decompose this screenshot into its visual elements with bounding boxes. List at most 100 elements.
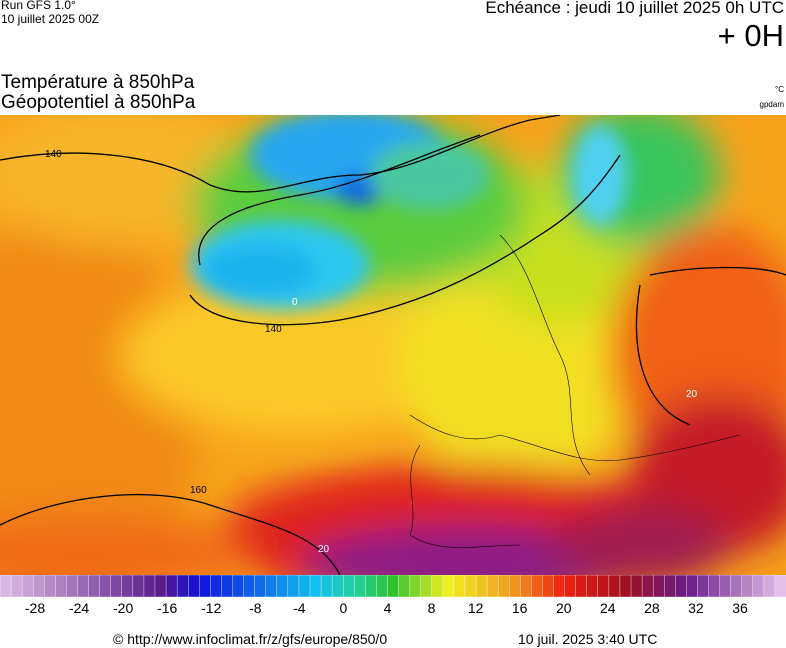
- color-swatch: [88, 575, 101, 598]
- color-swatch: [309, 575, 322, 598]
- color-swatch: [497, 575, 510, 598]
- color-swatch: [376, 575, 389, 598]
- color-swatch: [708, 575, 721, 598]
- color-swatch: [564, 575, 577, 598]
- geopotential-title: Géopotentiel à 850hPa: [1, 92, 196, 113]
- color-swatch: [154, 575, 167, 598]
- scale-label: 12: [468, 600, 484, 615]
- color-swatch: [221, 575, 234, 598]
- color-swatch: [752, 575, 765, 598]
- temperature-field: [0, 115, 786, 575]
- color-swatch: [409, 575, 422, 598]
- color-swatch: [420, 575, 433, 598]
- contour-label: 20: [686, 389, 698, 400]
- scale-label: -8: [249, 600, 262, 615]
- color-swatch: [431, 575, 444, 598]
- color-swatch: [664, 575, 676, 598]
- color-swatch: [464, 575, 477, 598]
- color-swatch: [486, 575, 499, 598]
- color-swatch: [121, 575, 134, 598]
- color-swatch: [553, 575, 566, 598]
- color-swatch: [77, 575, 90, 598]
- scale-label: -28: [25, 600, 45, 615]
- scale-label: 16: [512, 600, 528, 615]
- color-swatch: [132, 575, 145, 598]
- weather-map: 140 140 160 20 20 0: [0, 115, 786, 575]
- color-swatch: [287, 575, 300, 598]
- color-swatch: [10, 575, 23, 598]
- color-swatch: [265, 575, 278, 598]
- scale-label: 0: [340, 600, 348, 615]
- color-swatch: [354, 575, 367, 598]
- color-swatch: [243, 575, 256, 598]
- scale-label: 8: [428, 600, 436, 615]
- scale-label: -4: [293, 600, 306, 615]
- color-swatch: [110, 575, 123, 598]
- color-swatch: [619, 575, 632, 598]
- color-swatch: [99, 575, 112, 598]
- color-swatch: [398, 575, 411, 598]
- color-swatch: [342, 575, 355, 598]
- color-swatch: [608, 575, 621, 598]
- color-swatch: [520, 575, 533, 598]
- color-swatch: [0, 575, 12, 598]
- run-date: 10 juillet 2025 00Z: [1, 12, 100, 26]
- color-swatch: [763, 575, 776, 598]
- color-swatch: [641, 575, 654, 598]
- temperature-title: Température à 850hPa: [1, 72, 195, 93]
- color-swatch: [597, 575, 610, 598]
- color-swatch: [387, 575, 400, 598]
- color-swatch: [365, 575, 378, 598]
- color-swatch: [730, 575, 743, 598]
- color-swatch: [509, 575, 522, 598]
- temperature-unit: °C: [775, 85, 784, 94]
- forecast-offset: + 0H: [717, 18, 784, 53]
- color-swatch: [453, 575, 466, 598]
- color-swatch: [298, 575, 311, 598]
- color-swatch: [276, 575, 289, 598]
- contour-label: 140: [45, 149, 62, 160]
- color-swatch: [210, 575, 223, 598]
- color-swatch: [719, 575, 732, 598]
- forecast-time: Echéance : jeudi 10 juillet 2025 0h UTC: [485, 0, 784, 17]
- color-swatch: [741, 575, 754, 598]
- color-swatch: [442, 575, 455, 598]
- contour-label: 160: [190, 485, 207, 496]
- color-swatch: [55, 575, 68, 598]
- color-swatch: [575, 575, 588, 598]
- color-swatch: [531, 575, 544, 598]
- scale-label: -12: [201, 600, 221, 615]
- color-swatch: [232, 575, 245, 598]
- color-swatch: [331, 575, 344, 598]
- generation-time: 10 juil. 2025 3:40 UTC: [518, 631, 658, 647]
- color-swatch: [187, 575, 200, 598]
- scale-label: 32: [688, 600, 704, 615]
- scale-label: -20: [113, 600, 133, 615]
- color-swatch: [774, 575, 786, 598]
- color-swatch: [165, 575, 178, 598]
- color-swatch: [320, 575, 333, 598]
- color-swatch: [652, 575, 665, 598]
- coastlines: [409, 234, 741, 548]
- color-swatch: [475, 575, 488, 598]
- scale-label: 36: [732, 600, 748, 615]
- color-scale: -28 -24 -20 -16 -12 -8 -4 0 4 8 12 16 20 24 28 32 36: [0, 575, 786, 615]
- scale-label: -24: [69, 600, 89, 615]
- color-swatch: [542, 575, 555, 598]
- color-swatch: [66, 575, 79, 598]
- color-swatch: [143, 575, 156, 598]
- scale-label: 24: [600, 600, 616, 615]
- source-url: © http://www.infoclimat.fr/z/gfs/europe/…: [113, 631, 388, 647]
- scale-label: -16: [157, 600, 177, 615]
- scale-label: 4: [384, 600, 392, 615]
- color-swatch: [176, 575, 189, 598]
- color-swatch: [21, 575, 34, 598]
- color-swatch: [199, 575, 212, 598]
- scale-label: 20: [556, 600, 572, 615]
- color-swatch: [254, 575, 267, 598]
- contour-label: 140: [265, 324, 282, 335]
- contour-label: 0: [292, 297, 298, 308]
- color-swatch: [44, 575, 57, 598]
- geopotential-unit: gpdam: [759, 100, 784, 109]
